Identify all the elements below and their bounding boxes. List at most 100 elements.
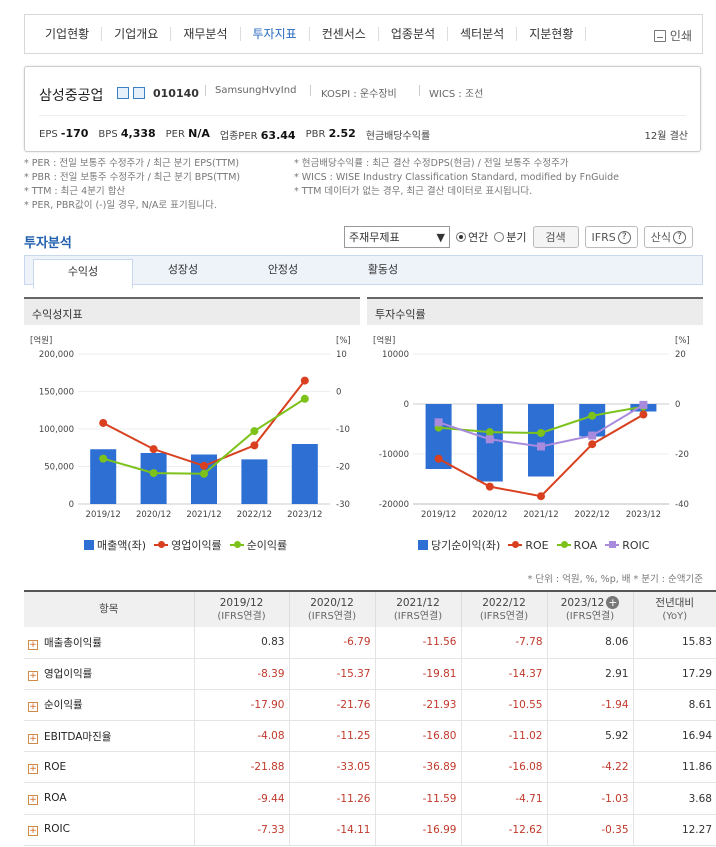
y-tick-label: 200,000	[39, 350, 74, 360]
y-tick-label: -20000	[379, 500, 409, 510]
data-point	[639, 400, 648, 409]
add-column-icon[interactable]: +	[606, 596, 620, 609]
fiscal-year-end: 12월 결산	[644, 131, 688, 142]
legend-swatch	[508, 541, 523, 548]
table-row: + ROE -21.88 -33.05 -36.89 -16.08 -4.22 11.86	[24, 751, 716, 784]
legend-label: ROE	[525, 538, 549, 552]
note: * WICS : WISE Industry Classification St…	[294, 172, 620, 183]
value-cell: -21.88	[193, 751, 289, 784]
value-cell: 2.91	[546, 658, 633, 690]
tab-investment-indicators[interactable]: 투자지표	[241, 27, 310, 41]
header-year: 2022/12	[482, 596, 526, 609]
row-name-cell[interactable]: + 영업이익률	[24, 658, 194, 690]
radio-annual[interactable]: 연간	[456, 229, 488, 245]
expand-icon[interactable]: +	[28, 795, 38, 806]
company-summary: 삼성중공업 010140 SamsungHvyInd KOSPI : 운수장비 …	[24, 66, 701, 152]
y2-tick-label: 10	[336, 350, 347, 360]
header-basis: (IFRS연결)	[393, 610, 443, 622]
value-cell: -6.79	[288, 627, 375, 659]
tab-company-status[interactable]: 기업현황	[33, 27, 103, 41]
yoy-cell: 15.83	[632, 627, 716, 659]
home-icon[interactable]	[117, 87, 129, 99]
value-cell: -16.80	[374, 720, 461, 753]
data-point	[537, 492, 545, 501]
tab-shareholding[interactable]: 지분현황	[517, 27, 587, 41]
legend-label: 순이익률	[246, 539, 288, 552]
legend-item[interactable]: ROA	[556, 539, 597, 552]
value-cell: -4.22	[546, 751, 633, 784]
header-col: 2023/12 + (IFRS연결)	[546, 590, 633, 627]
y2-tick-label: -20	[336, 463, 350, 473]
y-axis-unit: [억원]	[30, 335, 52, 346]
row-name-cell[interactable]: + 매출총이익률	[24, 627, 194, 659]
row-name-cell[interactable]: + ROE	[24, 751, 194, 784]
legend-item[interactable]: ROE	[508, 538, 549, 552]
legend-item[interactable]: 당기순이익(좌)	[418, 537, 500, 553]
row-name-cell[interactable]: + 순이익률	[24, 689, 194, 722]
table-row: + 순이익률 -17.90 -21.76 -21.93 -10.55 -1.94 8.61	[24, 689, 716, 722]
data-point	[588, 411, 597, 420]
table-row: + 매출총이익률 0.83 -6.79 -11.56 -7.78 8.06 15.83	[24, 627, 716, 659]
divider	[310, 85, 311, 96]
bps-value: 4,338	[120, 127, 156, 140]
expand-icon[interactable]: +	[28, 702, 38, 713]
print-button[interactable]: 인쇄	[653, 27, 692, 44]
radio-quarter[interactable]: 분기	[494, 229, 527, 245]
legend-item[interactable]: 순이익률	[229, 537, 288, 553]
legend-item[interactable]: ROIC	[605, 539, 649, 552]
radio-unchecked-icon	[494, 232, 505, 242]
note: * PER : 전일 보통주 수정주가 / 최근 분기 EPS(TTM)	[24, 158, 240, 169]
tab-company-overview[interactable]: 기업개요	[102, 27, 172, 41]
pbr-value: 2.52	[328, 127, 356, 140]
expand-icon[interactable]: +	[28, 763, 38, 774]
value-cell: -11.02	[460, 720, 547, 753]
subtab-growth[interactable]: 성장성	[167, 263, 199, 276]
section-title: 투자분석	[24, 236, 72, 251]
data-point	[300, 376, 309, 385]
divider	[39, 115, 686, 116]
subtab-stability[interactable]: 안정성	[267, 263, 299, 276]
legend-item[interactable]: 영업이익률	[154, 537, 222, 553]
search-button[interactable]: 검색	[532, 226, 579, 248]
ifrs-button[interactable]: IFRS ?	[584, 226, 638, 248]
row-name-cell[interactable]: + EBITDA마진율	[24, 720, 194, 753]
legend-label: 매출액(좌)	[97, 539, 147, 552]
statement-select[interactable]: 주재무제표 ▼	[344, 226, 450, 248]
expand-icon[interactable]: +	[28, 639, 38, 650]
note: * 현금배당수익률 : 최근 결산 수정DPS(현금) / 전일 보통주 수정주…	[294, 158, 569, 169]
chart-panel-return: 투자수익률 [억원] [%] 10000 0 -10000 -20000 20 0 -20 -40…	[367, 297, 703, 561]
row-name-cell[interactable]: + ROIC	[24, 814, 194, 846]
y2-axis-unit: [%]	[336, 336, 351, 346]
y2-tick-label: 0	[336, 388, 341, 398]
tab-financial-analysis[interactable]: 재무분석	[171, 27, 241, 41]
header-basis: (IFRS연결)	[479, 610, 529, 622]
per-label: PER	[165, 129, 185, 140]
expand-icon[interactable]: +	[28, 671, 38, 682]
header-year: 2021/12	[396, 596, 440, 609]
value-cell: -12.62	[460, 814, 547, 846]
y2-tick-label: -20	[675, 450, 689, 460]
value-cell: -33.05	[288, 751, 375, 784]
row-name-cell[interactable]: + ROA	[24, 782, 194, 815]
value-cell: -16.08	[460, 751, 547, 784]
value-cell: -14.37	[460, 658, 547, 690]
expand-icon[interactable]: +	[28, 826, 38, 837]
tab-consensus[interactable]: 컨센서스	[310, 27, 379, 41]
subtab-profitability[interactable]: 수익성	[33, 259, 133, 289]
tab-sector-analysis[interactable]: 섹터분석	[448, 27, 518, 41]
expand-icon[interactable]: +	[28, 733, 38, 744]
series-line	[102, 379, 306, 467]
value-cell: -1.94	[546, 689, 633, 722]
notes-right: * 현금배당수익률 : 최근 결산 수정DPS(현금) / 전일 보통주 수정주…	[294, 157, 619, 199]
header-item: 항목	[24, 590, 194, 627]
header-year: 2020/12	[310, 596, 354, 609]
tab-industry-analysis[interactable]: 업종분석	[379, 27, 449, 41]
formula-button[interactable]: 산식 ?	[643, 226, 693, 248]
help-icon: ?	[617, 230, 631, 244]
pbr-label: PBR	[305, 129, 326, 140]
subtab-activity[interactable]: 활동성	[367, 263, 399, 276]
legend-item[interactable]: 매출액(좌)	[84, 537, 146, 553]
legend-swatch	[556, 541, 571, 548]
ifrs-label: IFRS	[591, 230, 616, 244]
building-icon[interactable]	[133, 87, 145, 99]
